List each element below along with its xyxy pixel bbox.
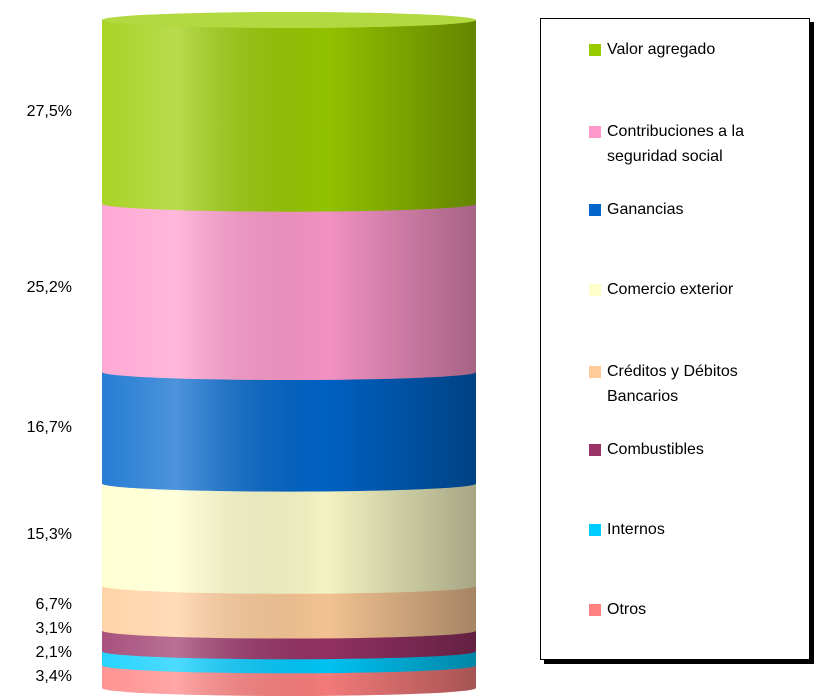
legend-label: Comercio exterior [607, 281, 734, 298]
legend-label: Créditos y Débitos Bancarios [607, 363, 738, 405]
value-label: 3,1% [36, 620, 72, 637]
legend-swatch [589, 444, 601, 456]
segment-shade [102, 20, 476, 212]
legend-item: Valor agregado [589, 37, 807, 62]
legend-item: Créditos y Débitos Bancarios [589, 359, 807, 409]
legend-swatch [589, 366, 601, 378]
cylinder-top-shade [102, 12, 476, 28]
legend-item: Otros [589, 597, 807, 622]
segment-shade [102, 483, 476, 594]
legend-label: Contribuciones a la seguridad social [607, 123, 744, 165]
legend-label: Combustibles [607, 441, 704, 458]
legend-swatch [589, 204, 601, 216]
value-label: 16,7% [27, 419, 72, 436]
legend-swatch [589, 524, 601, 536]
legend-item: Contribuciones a la seguridad social [589, 119, 807, 169]
segment-shade [102, 203, 476, 381]
legend-swatch [589, 126, 601, 138]
legend-item: Ganancias [589, 197, 807, 222]
legend-item: Comercio exterior [589, 277, 807, 302]
legend-swatch [589, 44, 601, 56]
legend-label: Otros [607, 601, 647, 618]
value-label: 15,3% [27, 526, 72, 543]
segment-shade [102, 372, 476, 492]
legend: Valor agregado Contribuciones a la seguri… [540, 18, 810, 660]
value-label: 6,7% [36, 596, 72, 613]
legend-label: Valor agregado [607, 41, 716, 58]
legend-swatch [589, 284, 601, 296]
segment-shade [102, 585, 476, 639]
value-label: 3,4% [36, 668, 72, 685]
value-label: 25,2% [27, 279, 72, 296]
value-label: 27,5% [27, 103, 72, 120]
cylinder-top [102, 12, 476, 28]
segment-shade [102, 630, 476, 660]
legend-swatch [589, 604, 601, 616]
segment-shade [102, 665, 476, 696]
legend-item: Combustibles [589, 437, 807, 462]
legend-item: Internos [589, 517, 807, 542]
legend-label: Ganancias [607, 201, 684, 218]
legend-label: Internos [607, 521, 665, 538]
value-label: 2,1% [36, 644, 72, 661]
